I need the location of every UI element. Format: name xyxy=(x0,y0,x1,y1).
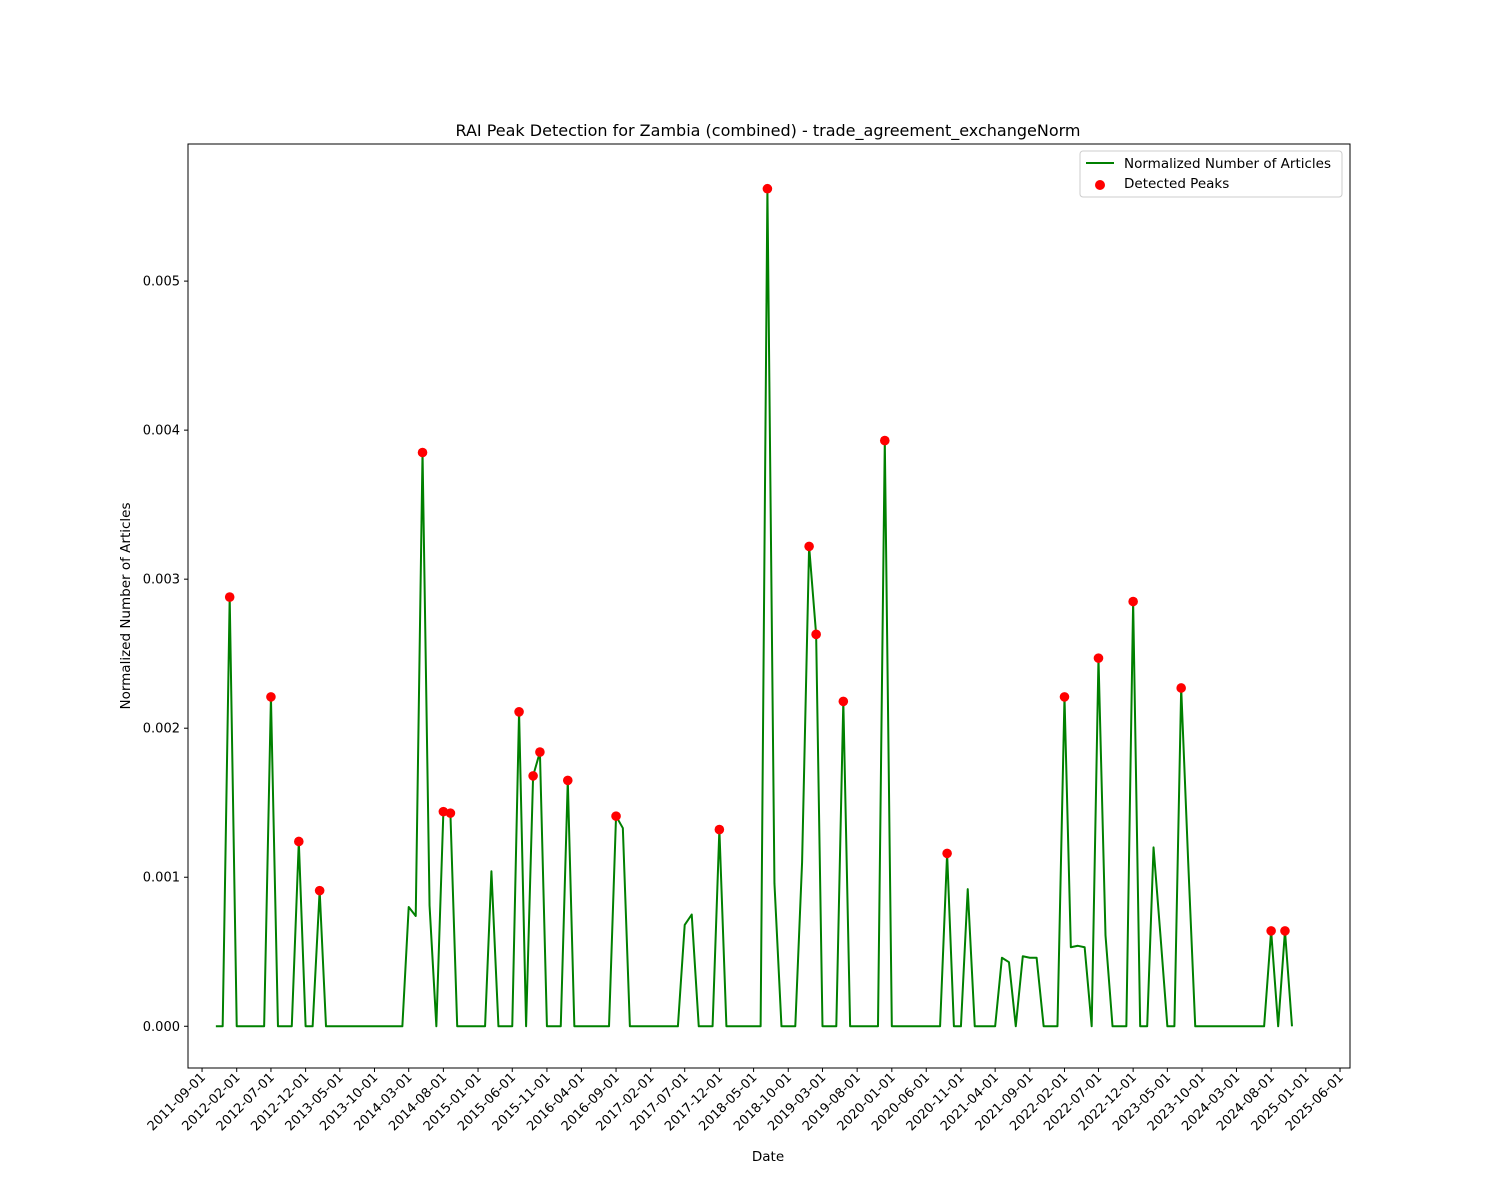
peak-point xyxy=(562,775,573,786)
y-tick-label: 0.002 xyxy=(143,722,180,737)
peak-point xyxy=(804,541,814,552)
legend-peak-swatch xyxy=(1095,180,1105,190)
peak-point xyxy=(294,836,304,847)
peak-point xyxy=(611,811,621,821)
peak-point xyxy=(838,696,849,707)
peak-point xyxy=(528,771,538,781)
peak-point xyxy=(942,848,952,859)
legend: Normalized Number of Articles Detected P… xyxy=(1079,150,1343,198)
peak-point xyxy=(811,629,821,640)
peak-point xyxy=(1176,683,1186,693)
y-tick-label: 0.001 xyxy=(143,871,180,886)
peak-point xyxy=(1093,653,1104,663)
peak-point xyxy=(762,183,773,194)
peak-point xyxy=(879,435,890,446)
peak-point xyxy=(445,808,456,818)
y-tick-label: 0.004 xyxy=(143,424,180,439)
peak-point xyxy=(514,707,524,717)
plot-frame xyxy=(187,143,1351,1069)
peak-point xyxy=(1059,692,1070,702)
legend-entry-peaks: Detected Peaks xyxy=(1124,176,1229,192)
peak-point xyxy=(417,447,428,458)
peak-point xyxy=(224,592,235,602)
x-axis-label: Date xyxy=(752,1149,784,1165)
y-axis-label: Normalized Number of Articles xyxy=(118,502,134,709)
peak-point xyxy=(535,747,545,757)
peak-point xyxy=(1128,596,1138,607)
peak-point xyxy=(314,885,325,896)
peak-point xyxy=(714,824,725,835)
series-line xyxy=(215,187,1293,1028)
y-tick-label: 0.000 xyxy=(143,1020,180,1035)
peak-point xyxy=(1266,926,1276,936)
legend-entry-line: Normalized Number of Articles xyxy=(1124,156,1331,172)
chart-title: RAI Peak Detection for Zambia (combined)… xyxy=(455,121,1080,141)
peak-point xyxy=(1280,926,1290,936)
peak-point xyxy=(266,692,276,702)
legend-frame xyxy=(1079,150,1343,198)
y-tick-label: 0.003 xyxy=(143,573,180,588)
y-tick-label: 0.005 xyxy=(143,275,180,290)
